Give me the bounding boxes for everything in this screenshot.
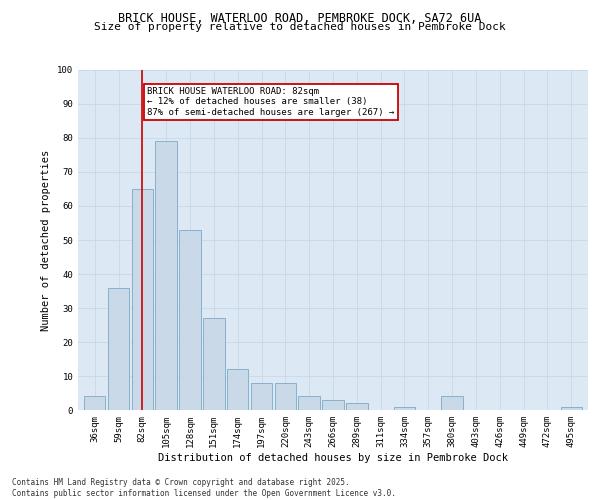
Text: Size of property relative to detached houses in Pembroke Dock: Size of property relative to detached ho… <box>94 22 506 32</box>
Text: Contains HM Land Registry data © Crown copyright and database right 2025.
Contai: Contains HM Land Registry data © Crown c… <box>12 478 396 498</box>
Bar <box>346 403 368 410</box>
Bar <box>131 189 153 410</box>
Bar <box>298 396 320 410</box>
Bar <box>203 318 224 410</box>
Text: BRICK HOUSE WATERLOO ROAD: 82sqm
← 12% of detached houses are smaller (38)
87% o: BRICK HOUSE WATERLOO ROAD: 82sqm ← 12% o… <box>147 87 394 117</box>
Bar <box>251 383 272 410</box>
Bar <box>155 142 177 410</box>
Bar <box>84 396 106 410</box>
Bar <box>179 230 201 410</box>
Y-axis label: Number of detached properties: Number of detached properties <box>41 150 52 330</box>
Bar <box>394 406 415 410</box>
Bar <box>322 400 344 410</box>
Bar <box>275 383 296 410</box>
Bar <box>108 288 129 410</box>
X-axis label: Distribution of detached houses by size in Pembroke Dock: Distribution of detached houses by size … <box>158 452 508 462</box>
Bar <box>560 406 582 410</box>
Text: BRICK HOUSE, WATERLOO ROAD, PEMBROKE DOCK, SA72 6UA: BRICK HOUSE, WATERLOO ROAD, PEMBROKE DOC… <box>118 12 482 26</box>
Bar <box>442 396 463 410</box>
Bar <box>227 369 248 410</box>
